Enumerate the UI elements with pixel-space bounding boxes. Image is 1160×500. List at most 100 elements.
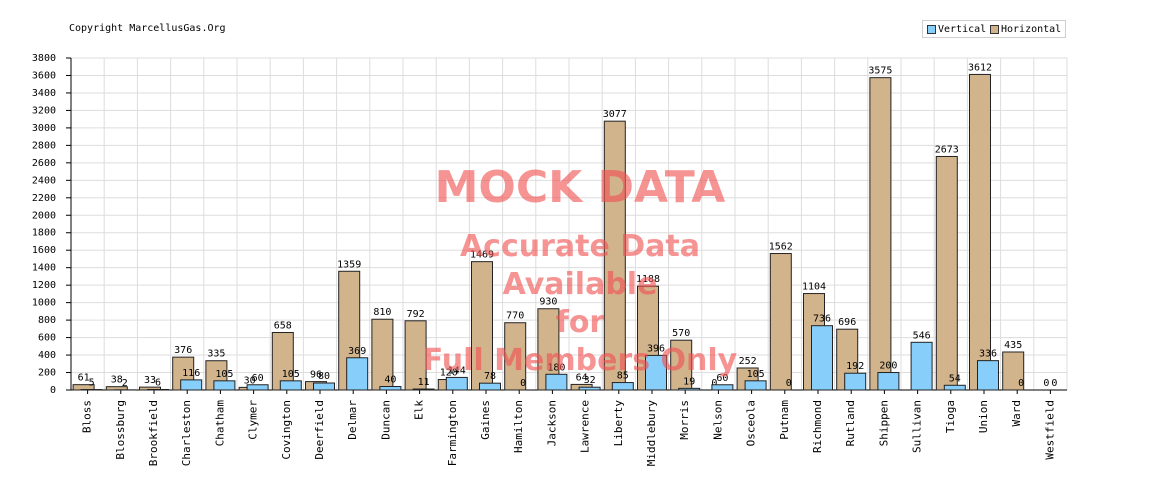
- data-label-horizontal: 376: [174, 345, 192, 356]
- data-label-vertical: 78: [484, 371, 496, 382]
- data-label-vertical: 80: [318, 371, 330, 382]
- data-label-vertical: 11: [418, 377, 430, 388]
- data-label-vertical: 0: [786, 378, 792, 389]
- y-tick-label: 2400: [32, 175, 56, 186]
- data-label-vertical: 85: [617, 371, 629, 382]
- x-tick-label: Sullivan: [911, 400, 924, 453]
- y-tick-label: 2600: [32, 158, 56, 169]
- bar-vertical: [611, 382, 634, 391]
- bar-horizontal: [504, 322, 527, 391]
- data-label-vertical: 0: [1051, 378, 1057, 389]
- y-tick-label: 800: [38, 315, 56, 326]
- bar-vertical: [977, 360, 999, 391]
- y-tick-label: 3600: [32, 70, 56, 81]
- data-label-vertical: 5: [89, 378, 95, 389]
- data-label-horizontal: 38: [111, 375, 123, 386]
- y-tick-label: 1600: [32, 245, 56, 256]
- data-label-horizontal: 3077: [603, 109, 627, 120]
- x-tick-label: Gaines: [479, 400, 492, 440]
- data-label-horizontal: 64: [576, 372, 588, 383]
- x-tick-label: Covington: [280, 400, 293, 460]
- y-tick-label: 600: [38, 333, 56, 344]
- watermark-title: MOCK DATA: [434, 162, 726, 213]
- data-label-horizontal: 770: [506, 311, 524, 322]
- data-label-horizontal: 0: [1043, 378, 1049, 389]
- bar-vertical: [213, 380, 236, 391]
- x-tick-label: Brookfield: [147, 400, 160, 466]
- data-label-vertical: 6: [155, 377, 161, 388]
- x-tick-label: Middlebury: [645, 400, 658, 467]
- x-tick-label: Elk: [413, 400, 426, 420]
- y-tick-label: 0: [50, 385, 56, 396]
- bar-vertical: [313, 382, 335, 391]
- data-label-horizontal: 810: [373, 307, 391, 318]
- data-label-vertical: 105: [282, 369, 300, 380]
- bar-vertical: [545, 373, 568, 391]
- y-tick-label: 1800: [32, 228, 56, 239]
- data-label-vertical: 60: [252, 373, 264, 384]
- x-tick-label: Jackson: [545, 400, 558, 446]
- bar-vertical: [877, 372, 900, 391]
- bar-vertical: [910, 341, 933, 391]
- x-tick-label: Chatham: [213, 400, 226, 447]
- x-tick-label: Union: [977, 400, 990, 433]
- data-label-vertical: 180: [547, 362, 565, 373]
- chart-legend: Vertical Horizontal: [922, 20, 1066, 38]
- data-label-horizontal: 335: [207, 349, 225, 360]
- data-label-horizontal: 3612: [968, 62, 992, 73]
- x-tick-label: Duncan: [379, 400, 392, 440]
- data-label-vertical: 116: [182, 368, 200, 379]
- data-label-vertical: 369: [348, 346, 366, 357]
- bar-vertical: [844, 372, 867, 391]
- bar-horizontal: [1002, 351, 1025, 391]
- y-tick-label: 3800: [32, 53, 56, 64]
- data-label-horizontal: 1188: [636, 274, 660, 285]
- data-label-vertical: 19: [683, 376, 695, 387]
- bar-vertical: [943, 384, 966, 391]
- data-label-vertical: 396: [647, 343, 665, 354]
- y-tick-label: 1000: [32, 298, 56, 309]
- data-label-vertical: 32: [584, 375, 596, 386]
- x-tick-label: Charleston: [180, 400, 193, 466]
- x-tick-label: Nelson: [711, 400, 724, 440]
- bar-vertical: [578, 386, 601, 391]
- bar-vertical: [412, 388, 435, 391]
- data-label-horizontal: 0: [711, 378, 717, 389]
- watermark-line-2: for: [555, 305, 605, 340]
- data-label-vertical: 105: [747, 369, 765, 380]
- watermark-text: Accurate Data Available for Full Members…: [380, 228, 780, 380]
- bar-vertical: [744, 380, 767, 391]
- data-label-vertical: 546: [913, 330, 931, 341]
- watermark-line-1: Accurate Data Available: [459, 229, 701, 302]
- bar-vertical: [479, 382, 501, 391]
- data-label-vertical: 736: [813, 314, 831, 325]
- y-tick-label: 1200: [32, 280, 56, 291]
- bar-vertical: [678, 387, 701, 391]
- x-tick-label: Lawrence: [579, 400, 592, 453]
- y-tick-label: 3400: [32, 88, 56, 99]
- data-label-vertical: 200: [879, 361, 897, 372]
- x-tick-label: Hamilton: [512, 400, 525, 453]
- data-label-vertical: 40: [384, 375, 396, 386]
- data-label-vertical: 144: [448, 365, 466, 376]
- x-tick-label: Farmington: [446, 400, 459, 466]
- data-label-horizontal: 33: [144, 375, 156, 386]
- data-label-horizontal: 1562: [769, 242, 793, 253]
- x-tick-label: Morris: [678, 400, 691, 440]
- bar-horizontal: [869, 77, 892, 391]
- bar-vertical: [346, 357, 369, 391]
- bar-vertical: [445, 376, 468, 391]
- data-label-horizontal: 2673: [935, 144, 959, 155]
- y-tick-label: 400: [38, 350, 56, 361]
- legend-item-vertical: Vertical: [927, 24, 986, 35]
- x-tick-label: Bloss: [81, 400, 94, 433]
- data-label-vertical: 2: [122, 378, 128, 389]
- y-tick-label: 2000: [32, 210, 56, 221]
- data-label-vertical: 105: [215, 369, 233, 380]
- x-tick-label: Westfield: [1043, 400, 1056, 460]
- data-label-vertical: 336: [979, 349, 997, 360]
- x-tick-label: Clymer: [247, 400, 260, 440]
- bar-horizontal: [969, 73, 991, 391]
- data-label-horizontal: 1359: [337, 259, 361, 270]
- bar-vertical: [180, 379, 203, 391]
